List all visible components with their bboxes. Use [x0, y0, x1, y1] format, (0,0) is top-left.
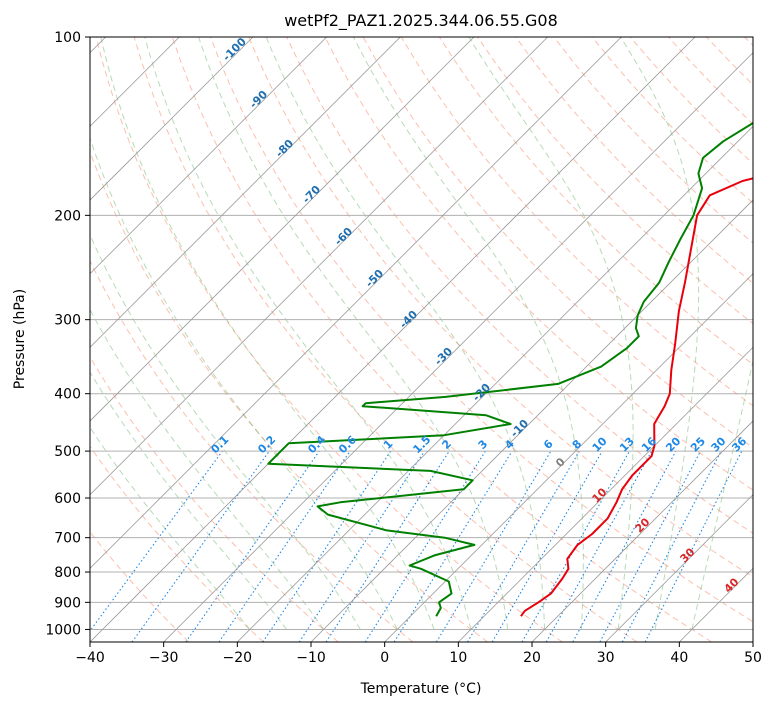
- isotherm-line: [90, 37, 475, 422]
- x-tick-label: −30: [149, 650, 179, 666]
- dry-adiabat: [210, 37, 753, 623]
- isotherm-line: [90, 37, 696, 642]
- dewpoint-line: [267, 121, 753, 617]
- moist-adiabat: [90, 371, 288, 630]
- y-tick-label: 300: [54, 313, 81, 329]
- mixing-ratio-line: [218, 450, 351, 642]
- isotherm-line: [163, 52, 753, 642]
- y-tick-label: 100: [54, 30, 81, 46]
- x-tick-label: 10: [449, 650, 467, 666]
- moist-adiabat: [100, 37, 435, 630]
- isotherm-line: [237, 125, 753, 642]
- isotherm-line: [458, 346, 753, 642]
- y-tick-label: 1000: [45, 622, 81, 638]
- y-tick-label: 600: [54, 491, 81, 507]
- y-tick-label: 700: [54, 531, 81, 547]
- y-tick-label: 500: [54, 444, 81, 460]
- dry-adiabat: [286, 37, 753, 534]
- mixing-ratio-line: [491, 450, 603, 642]
- dry-adiabat: [90, 259, 414, 642]
- moist-adiabat: [90, 308, 324, 630]
- moist-adiabat: [265, 37, 546, 630]
- x-tick-label: −10: [296, 650, 326, 666]
- moist-adiabat: [620, 37, 700, 630]
- moist-adiabat: [144, 37, 472, 630]
- y-axis-ticks: 100 200 300 400 500 600 700 800 900 1000: [45, 30, 90, 638]
- profile-series: [267, 121, 753, 617]
- x-tick-label: −20: [223, 650, 253, 666]
- x-tick-label: 40: [670, 650, 688, 666]
- mixing-ratio-line: [572, 450, 677, 642]
- x-tick-label: 50: [744, 650, 762, 666]
- plot-layers: -100-90-80-70-60-50-40-30-20-100.1 0.2 0.4…: [90, 37, 753, 642]
- dry-adiabat: [324, 37, 753, 491]
- x-axis-ticks: −40 −30 −20 −10 0 10 20 30 40 50: [75, 642, 762, 666]
- isotherm-line: [310, 199, 753, 642]
- dry-adiabat: [95, 37, 563, 642]
- pressure-gridlines: [90, 37, 753, 630]
- moist-adiabats: [90, 37, 753, 630]
- dry-adiabat: [515, 37, 753, 284]
- y-tick-label: 900: [54, 595, 81, 611]
- isotherm-line: [90, 37, 401, 348]
- mixing-ratio-line: [364, 450, 486, 642]
- isotherm-line: [605, 494, 753, 642]
- chart-title: wetPf2_PAZ1.2025.344.06.55.G08: [284, 11, 558, 31]
- isotherm-line: [384, 273, 753, 642]
- plot-frame: [89, 36, 754, 643]
- isotherm-line: [752, 641, 753, 642]
- moist-adiabat: [90, 426, 251, 630]
- mixing-ratio-line: [325, 450, 450, 642]
- x-tick-label: −40: [75, 650, 105, 666]
- moist-adiabat: [691, 358, 753, 630]
- mixing-ratio-line: [521, 450, 630, 642]
- mixing-ratio-line: [393, 450, 513, 642]
- isotherm-line: [90, 37, 548, 496]
- y-tick-label: 200: [54, 208, 81, 224]
- dry-adiabat: [90, 445, 264, 642]
- mixing-ratio-line: [435, 450, 552, 642]
- temperature-line: [520, 177, 753, 617]
- y-tick-label: 800: [54, 565, 81, 581]
- moist-adiabat: [90, 233, 361, 630]
- y-axis-label: Pressure (hPa): [12, 289, 28, 389]
- mixing-ratio-line: [467, 450, 580, 642]
- x-tick-label: 30: [597, 650, 615, 666]
- x-axis-label: Temperature (°C): [360, 681, 482, 697]
- isotherm-line: [90, 37, 622, 569]
- skewed-isotherms: [90, 37, 753, 642]
- plot-area: [90, 37, 753, 642]
- isotherm-line: [90, 37, 254, 201]
- moist-adiabat: [90, 136, 398, 630]
- moist-adiabat: [353, 37, 584, 630]
- isotherm-line: [531, 420, 753, 642]
- mixing-ratio-line: [185, 450, 320, 642]
- y-tick-label: 400: [54, 387, 81, 403]
- dry-adiabat: [90, 356, 339, 642]
- dry-adiabat: [171, 37, 712, 642]
- x-tick-label: 20: [523, 650, 541, 666]
- moist-adiabat: [198, 37, 509, 630]
- dry-adiabat: [133, 37, 638, 642]
- isotherm-line: [90, 37, 327, 275]
- x-tick-label: 0: [380, 650, 389, 666]
